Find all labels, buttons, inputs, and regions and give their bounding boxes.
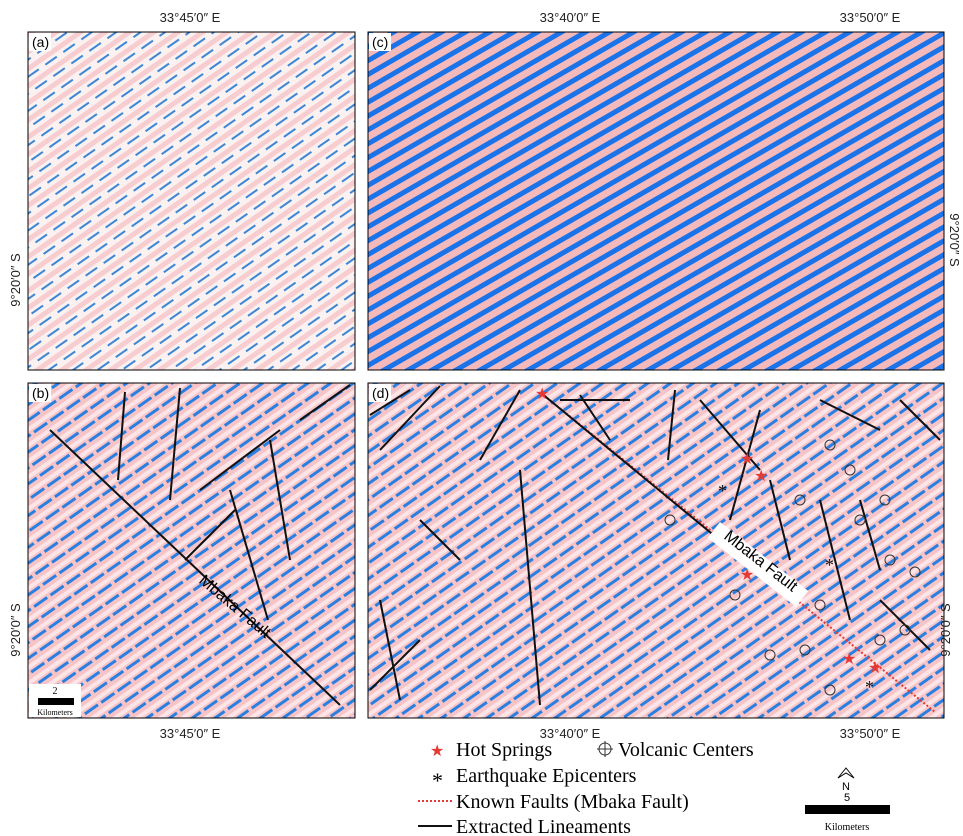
north-arrow bbox=[838, 768, 854, 778]
legend-item: Earthquake Epicenters bbox=[456, 765, 637, 787]
coord: 9°20′0″ S bbox=[938, 603, 953, 657]
panel-a bbox=[28, 32, 355, 370]
svg-text:★: ★ bbox=[535, 386, 549, 403]
svg-text:*: * bbox=[865, 677, 874, 697]
legend-item: Hot Springs bbox=[456, 739, 552, 761]
coord: 33°50′0″ E bbox=[840, 10, 901, 25]
legend-symbol: ★ bbox=[430, 743, 444, 760]
svg-text:*: * bbox=[825, 555, 834, 575]
svg-text:★: ★ bbox=[754, 468, 768, 485]
svg-text:*: * bbox=[718, 481, 727, 501]
panel-label: (a) bbox=[32, 34, 49, 50]
svg-text:★: ★ bbox=[740, 451, 754, 468]
scale-value: 5 bbox=[844, 792, 850, 804]
scale-bar bbox=[805, 805, 890, 814]
panel-b bbox=[28, 383, 355, 718]
figure: (a) (b) (c) (d) Mbaka Fault bbox=[0, 0, 963, 836]
scale-unit: Kilometers bbox=[37, 708, 73, 717]
panel-c bbox=[368, 32, 944, 370]
scale-unit: Kilometers bbox=[825, 822, 870, 833]
scale-bar bbox=[38, 698, 74, 705]
legend-item: Extracted Lineaments bbox=[456, 816, 631, 836]
coord: 33°45′0″ E bbox=[160, 10, 221, 25]
panel-label: (c) bbox=[372, 34, 388, 50]
panel-label: (b) bbox=[32, 385, 49, 401]
legend-item: Known Faults (Mbaka Fault) bbox=[456, 791, 689, 813]
coord: 9°20′0″ S bbox=[947, 213, 962, 267]
scale-value: 2 bbox=[53, 686, 58, 697]
svg-text:★: ★ bbox=[868, 660, 882, 677]
coord: 33°45′0″ E bbox=[160, 726, 221, 741]
panel-d bbox=[368, 383, 944, 718]
legend-item: Volcanic Centers bbox=[618, 739, 754, 761]
coord: 9°20′0″ S bbox=[8, 253, 23, 307]
coord: 9°20′0″ S bbox=[8, 603, 23, 657]
coord: 33°50′0″ E bbox=[840, 726, 901, 741]
coord: 33°40′0″ E bbox=[540, 10, 601, 25]
legend-symbol: * bbox=[432, 768, 443, 793]
legend: ★ Hot Springs Volcanic Centers * Earthqu… bbox=[418, 739, 754, 836]
svg-text:★: ★ bbox=[740, 567, 754, 584]
svg-text:★: ★ bbox=[842, 651, 856, 668]
panel-label: (d) bbox=[372, 385, 389, 401]
